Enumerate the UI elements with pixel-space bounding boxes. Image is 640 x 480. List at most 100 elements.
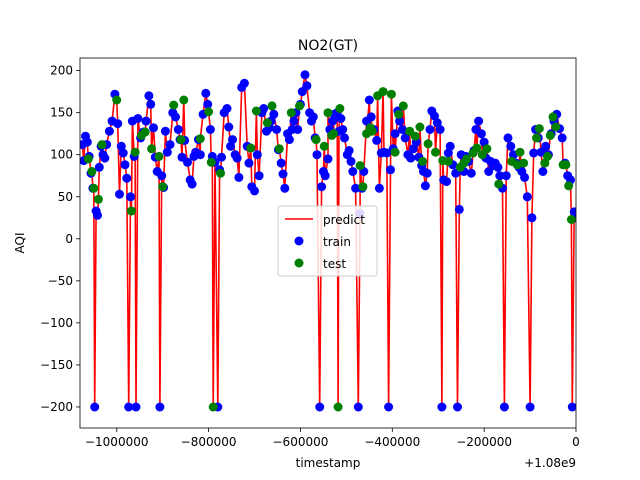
chart-title: NO2(GT) <box>298 38 358 54</box>
test-point <box>418 156 428 166</box>
legend-box <box>277 205 378 277</box>
y-tick-label: −200 <box>40 400 73 414</box>
test-point <box>390 147 400 157</box>
train-point <box>323 154 333 164</box>
test-point <box>566 215 576 224</box>
test-point <box>126 206 136 216</box>
train-point <box>522 192 532 202</box>
train-point <box>278 169 288 179</box>
test-point <box>112 95 122 105</box>
test-point <box>93 194 103 204</box>
train-point <box>162 147 172 157</box>
y-tick-label: −150 <box>40 358 73 372</box>
train-point <box>422 168 432 178</box>
test-point <box>333 402 343 412</box>
train-point <box>133 114 143 123</box>
train-point <box>474 116 484 126</box>
y-axis-label: AQI <box>13 233 27 254</box>
train-point <box>320 171 330 181</box>
y-tick-label: 150 <box>50 106 73 120</box>
train-point <box>90 402 100 412</box>
train-point <box>315 402 325 412</box>
train-point <box>406 153 416 163</box>
train-point <box>126 192 135 202</box>
y-tick-label: 50 <box>58 190 73 204</box>
train-point <box>445 141 455 151</box>
x-axis-label: timestamp <box>296 456 361 470</box>
train-point <box>269 109 279 119</box>
train-point <box>529 148 539 158</box>
test-point <box>355 161 365 171</box>
train-point <box>466 168 476 178</box>
test-point <box>195 134 205 144</box>
train-point <box>187 179 197 189</box>
train-point <box>224 122 234 132</box>
test-point <box>335 104 345 113</box>
train-point <box>244 158 254 168</box>
train-point <box>205 125 215 134</box>
train-point <box>115 189 124 199</box>
train-point <box>195 150 205 160</box>
train-point <box>276 158 286 168</box>
test-point <box>431 147 440 157</box>
train-point <box>395 116 405 126</box>
train-point <box>122 173 132 183</box>
test-point <box>140 127 150 137</box>
train-point <box>382 148 392 158</box>
test-point <box>410 131 420 141</box>
train-point <box>420 181 430 191</box>
train-point <box>252 150 262 160</box>
test-point <box>97 140 107 150</box>
train-point <box>366 112 376 122</box>
axes-frame <box>79 57 577 429</box>
train-point <box>234 172 244 182</box>
train-point <box>82 137 92 147</box>
test-point <box>564 181 574 191</box>
train-point <box>228 135 237 145</box>
train-point <box>155 402 165 412</box>
test-point <box>551 122 561 132</box>
test-point <box>548 112 558 122</box>
train-point <box>120 160 130 170</box>
x-tick-label: −200000 <box>456 435 512 449</box>
y-tick-label: 0 <box>65 232 73 246</box>
test-point <box>311 135 321 145</box>
y-axis-ticks: −200 −150 −100 −50 0 50 100 150 200 <box>40 64 80 414</box>
train-point <box>437 402 447 412</box>
train-point <box>94 162 104 172</box>
y-tick-label: −100 <box>40 316 73 330</box>
train-point <box>312 150 322 160</box>
test-point <box>443 156 453 166</box>
train-point <box>201 88 211 98</box>
train-point <box>353 402 363 412</box>
train-point <box>364 95 374 105</box>
train-point <box>124 402 134 412</box>
train-point <box>501 171 511 181</box>
train-point <box>328 116 338 126</box>
test-point <box>532 133 541 143</box>
train-point <box>171 112 180 122</box>
test-point <box>358 182 368 192</box>
x-tick-label: −400000 <box>364 435 420 449</box>
test-point <box>519 158 529 168</box>
train-point <box>384 402 394 412</box>
train-point <box>203 99 213 109</box>
test-point <box>378 87 388 97</box>
train-point <box>499 402 509 412</box>
train-point <box>520 172 530 182</box>
train-point <box>250 186 259 196</box>
train-point <box>217 152 226 162</box>
train-point <box>165 140 175 150</box>
train-point <box>351 183 361 193</box>
test-point <box>208 402 218 412</box>
train-point <box>118 148 128 158</box>
train-point <box>557 133 567 143</box>
y-tick-label: 100 <box>50 148 73 162</box>
train-point <box>348 167 358 176</box>
train-point <box>340 133 349 143</box>
test-point <box>515 147 525 157</box>
train-point <box>254 171 264 181</box>
test-point <box>274 144 284 154</box>
train-point <box>280 183 290 193</box>
test-point <box>494 179 504 189</box>
